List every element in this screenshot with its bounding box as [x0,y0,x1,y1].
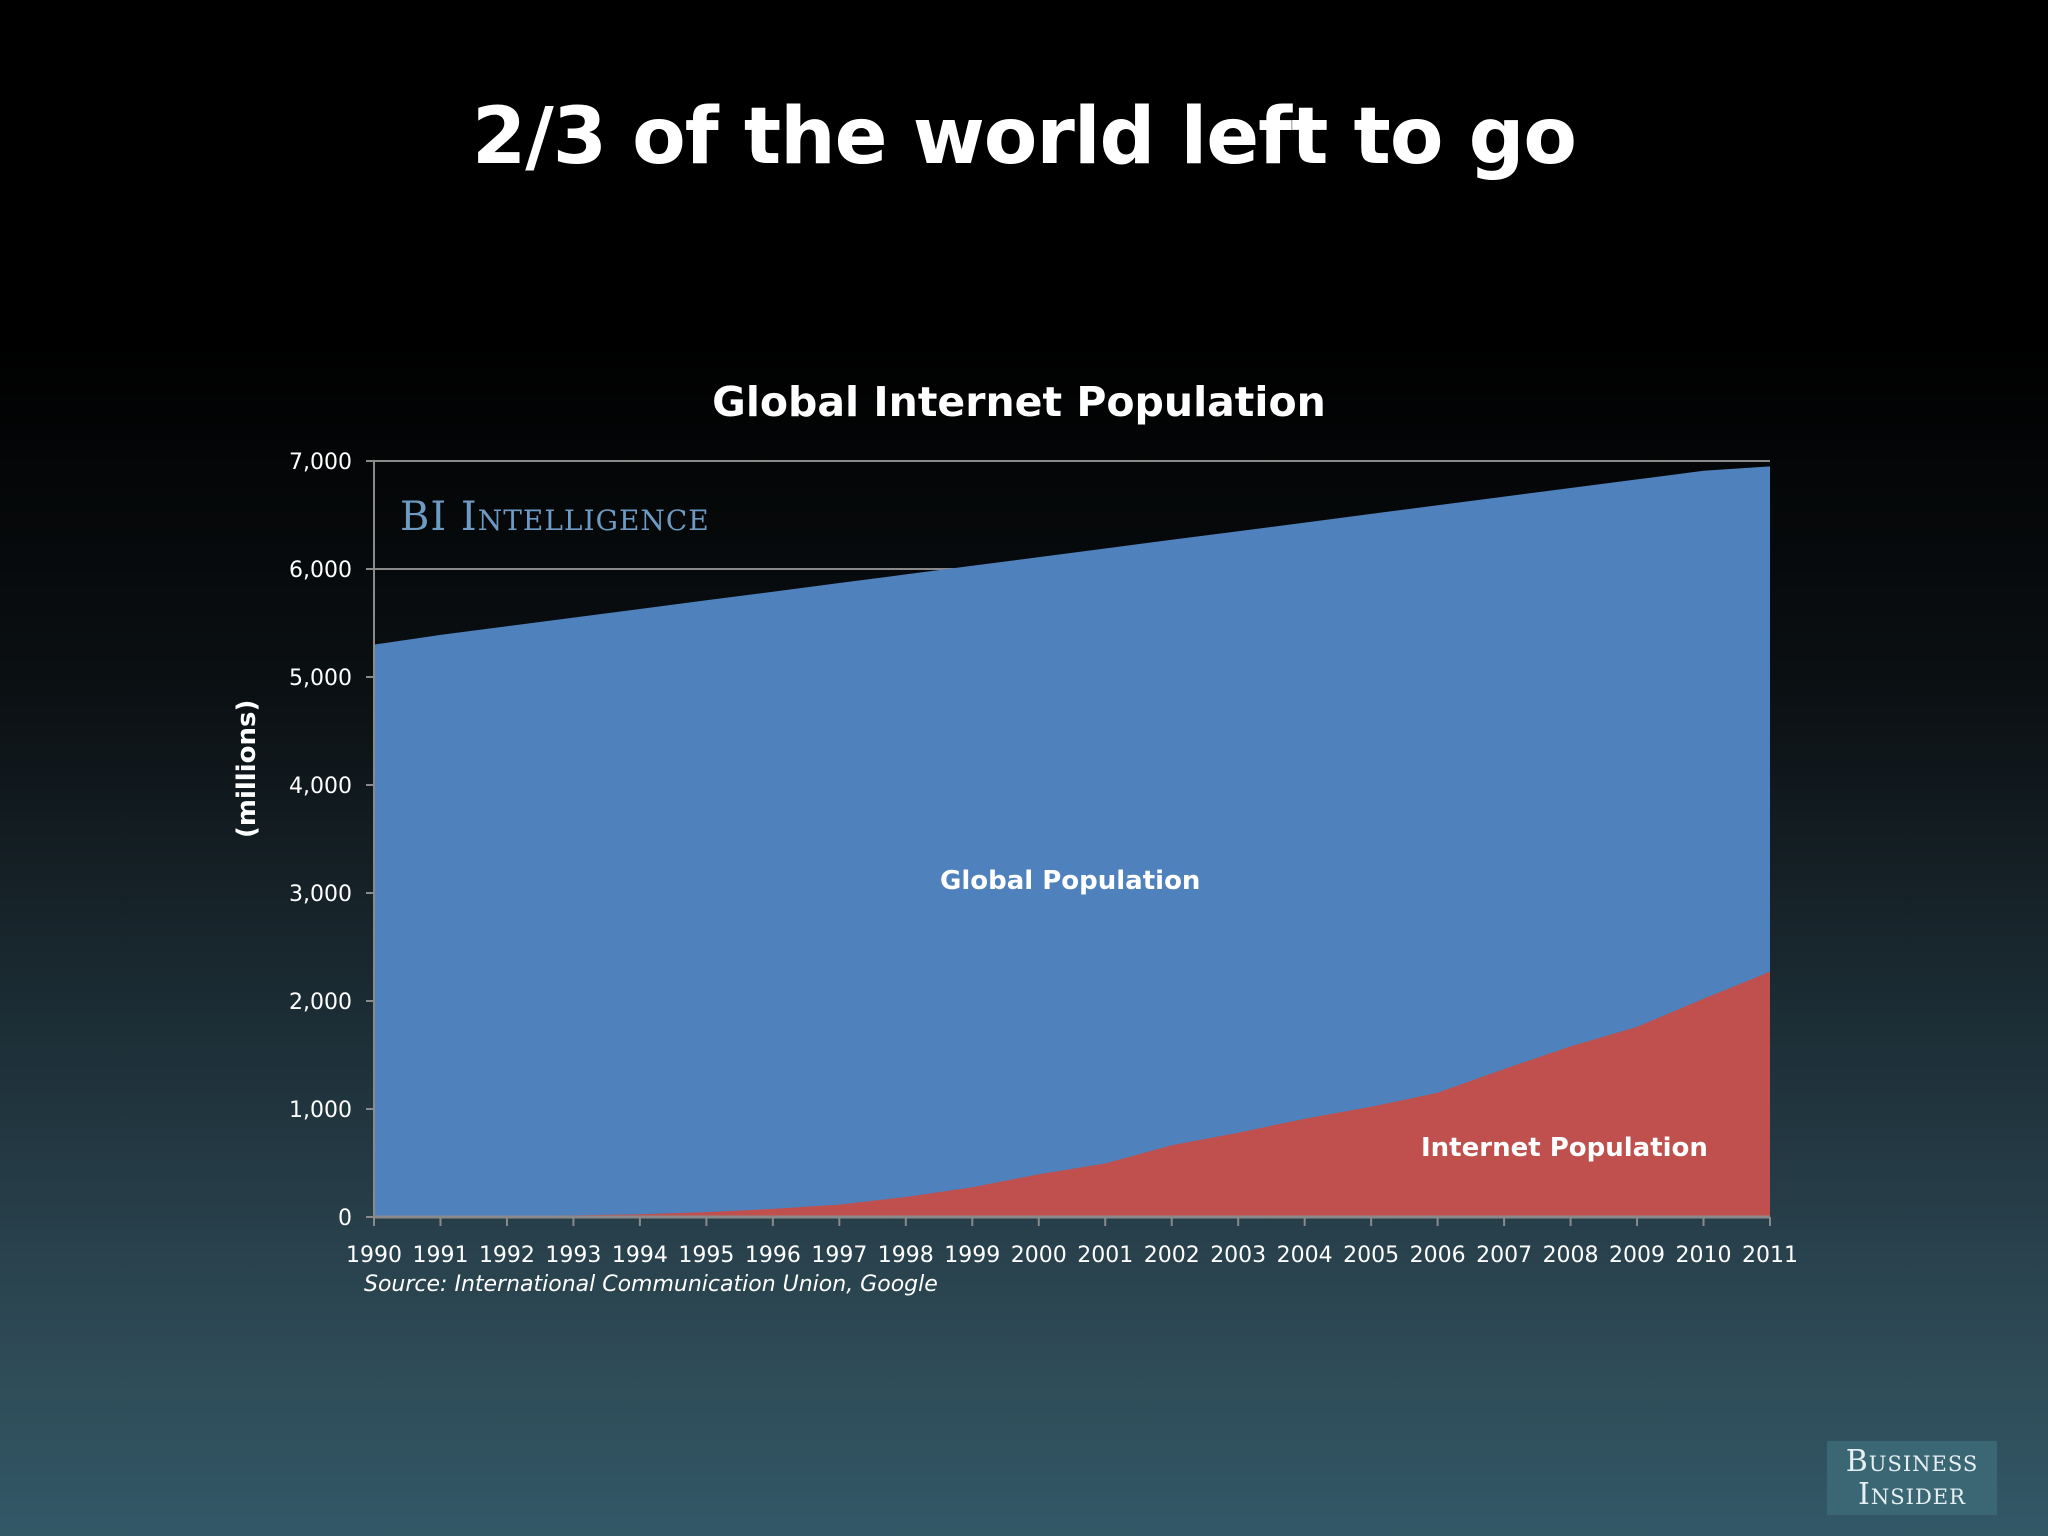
slide-title: 2/3 of the world left to go [471,92,1577,182]
svg-text:1992: 1992 [479,1243,535,1268]
svg-text:2006: 2006 [1410,1243,1466,1268]
svg-text:2008: 2008 [1543,1243,1599,1268]
svg-text:2010: 2010 [1676,1243,1732,1268]
source-note: Source: International Communication Unio… [364,1272,938,1297]
svg-text:2001: 2001 [1077,1243,1133,1268]
svg-text:1997: 1997 [811,1243,867,1268]
svg-text:1990: 1990 [346,1243,402,1268]
svg-text:1,000: 1,000 [289,1098,352,1123]
global-population-area [374,466,1770,1217]
svg-text:1996: 1996 [745,1243,801,1268]
svg-text:1991: 1991 [412,1243,468,1268]
svg-text:2003: 2003 [1210,1243,1266,1268]
svg-text:7,000: 7,000 [289,450,352,475]
svg-text:5,000: 5,000 [289,666,352,691]
internet-population-area [374,971,1770,1217]
y-axis-ticks: 0 1,000 2,000 3,000 4,000 5,000 6,000 7,000 [289,450,374,1231]
svg-text:2011: 2011 [1742,1243,1798,1268]
global-population-label: Global Population [940,866,1201,896]
bi-intelligence-watermark: BI Intelligence [400,494,710,540]
svg-text:2000: 2000 [1011,1243,1067,1268]
x-axis-ticks: 1990 1991 1992 1993 1994 1995 1996 1997 1998 1999… [346,1217,1798,1268]
svg-text:2004: 2004 [1277,1243,1333,1268]
internet-population-label: Internet Population [1421,1133,1708,1163]
y-axis-label: (millions) [232,699,262,838]
axes [373,461,1770,1219]
svg-text:1993: 1993 [545,1243,601,1268]
svg-text:2009: 2009 [1609,1243,1665,1268]
business-insider-logo: Business Insider [1827,1441,1997,1515]
svg-text:6,000: 6,000 [289,558,352,583]
svg-text:3,000: 3,000 [289,882,352,907]
svg-text:4,000: 4,000 [289,774,352,799]
svg-text:1998: 1998 [878,1243,934,1268]
chart-title: Global Internet Population [712,378,1326,426]
svg-text:0: 0 [338,1206,352,1231]
logo-line-2: Insider [1858,1477,1966,1512]
svg-text:1999: 1999 [944,1243,1000,1268]
svg-text:2002: 2002 [1144,1243,1200,1268]
svg-text:1995: 1995 [678,1243,734,1268]
svg-text:1994: 1994 [612,1243,668,1268]
logo-line-1: Business [1845,1444,1979,1479]
svg-text:2007: 2007 [1476,1243,1532,1268]
svg-text:2,000: 2,000 [289,990,352,1015]
svg-text:2005: 2005 [1343,1243,1399,1268]
